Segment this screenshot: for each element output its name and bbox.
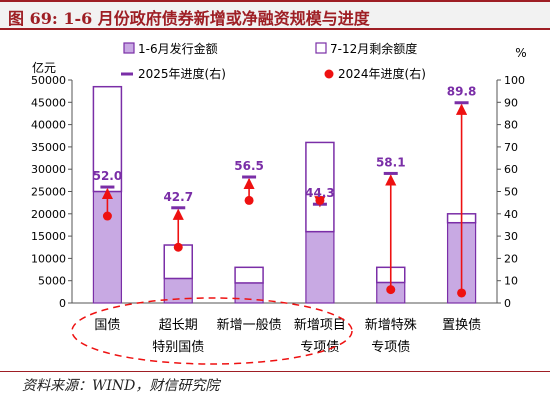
figure-title: 图 69: 1-6 月份政府债券新增或净融资规模与进度 [8,9,370,28]
label-2025: 56.5 [234,159,264,173]
right-tick-label: 30 [504,230,518,243]
left-tick-label: 25000 [31,186,66,199]
label-2025: 58.1 [376,155,406,169]
marker-2024 [457,288,467,298]
marker-2024 [315,195,325,205]
category-label: 新增一般债 [217,317,282,333]
marker-2024 [173,242,183,252]
bar-issued [305,231,335,304]
marker-2024 [386,285,396,295]
category-label: 国债 [94,318,120,333]
marker-2024 [102,211,112,221]
label-2025: 44.3 [305,186,335,200]
left-tick-label: 50000 [31,74,66,87]
bar-remaining [305,141,335,233]
chart: 0 5000 10000 15000 20000 25000 30000 35000 40000… [31,41,527,365]
category-label: 新增项目 [294,317,346,333]
right-tick-label: 100 [504,74,525,87]
left-tick-label: 5000 [38,275,66,288]
bar-remaining [234,266,264,284]
bottom-rule [0,371,550,372]
left-tick-label: 30000 [31,163,66,176]
bar-remaining [92,85,123,193]
category-label: 专项债 [300,340,339,355]
right-tick-label: 80 [504,119,518,132]
label-2025: 42.7 [163,190,193,204]
right-axis-label: % [515,46,526,60]
legend-label-2025: 2025年进度(右) [138,66,226,81]
category-label: 置换债 [442,318,481,333]
right-tick-label: 50 [504,186,518,199]
category-label: 超长期 [159,318,198,333]
left-tick-label: 40000 [31,119,66,132]
right-tick-label: 0 [504,297,511,310]
legend-label-2024: 2024年进度(右) [338,66,426,81]
right-tick-label: 20 [504,252,518,265]
right-tick-label: 70 [504,141,518,154]
legend-label-remaining: 7-12月剩余额度 [330,41,417,56]
figure-title-bar: 图 69: 1-6 月份政府债券新增或净融资规模与进度 [0,0,550,30]
left-tick-label: 20000 [31,208,66,221]
label-2025: 52.0 [93,169,123,183]
right-tick-label: 60 [504,163,518,176]
legend-label-issued: 1-6月发行金额 [138,41,218,56]
left-tick-label: 15000 [31,230,66,243]
legend-swatch-remaining [315,42,327,54]
right-tick-label: 10 [504,275,518,288]
category-label: 专项债 [371,340,410,355]
left-tick-label: 0 [59,297,66,310]
legend-swatch-issued [123,42,135,54]
right-tick-label: 40 [504,208,518,221]
right-tick-label: 90 [504,96,518,109]
marker-2024 [244,195,254,205]
category-label: 新增特殊 [365,317,417,333]
category-label: 特别国债 [152,340,204,355]
left-tick-label: 10000 [31,252,66,265]
annotation-ellipse [71,297,353,365]
label-2025: 89.8 [447,85,477,99]
source-note: 资料来源：WIND，财信研究院 [22,378,220,394]
left-tick-label: 35000 [31,141,66,154]
legend-marker-2024 [324,69,334,79]
left-tick-label: 45000 [31,96,66,109]
left-axis-label: 亿元 [32,60,56,75]
